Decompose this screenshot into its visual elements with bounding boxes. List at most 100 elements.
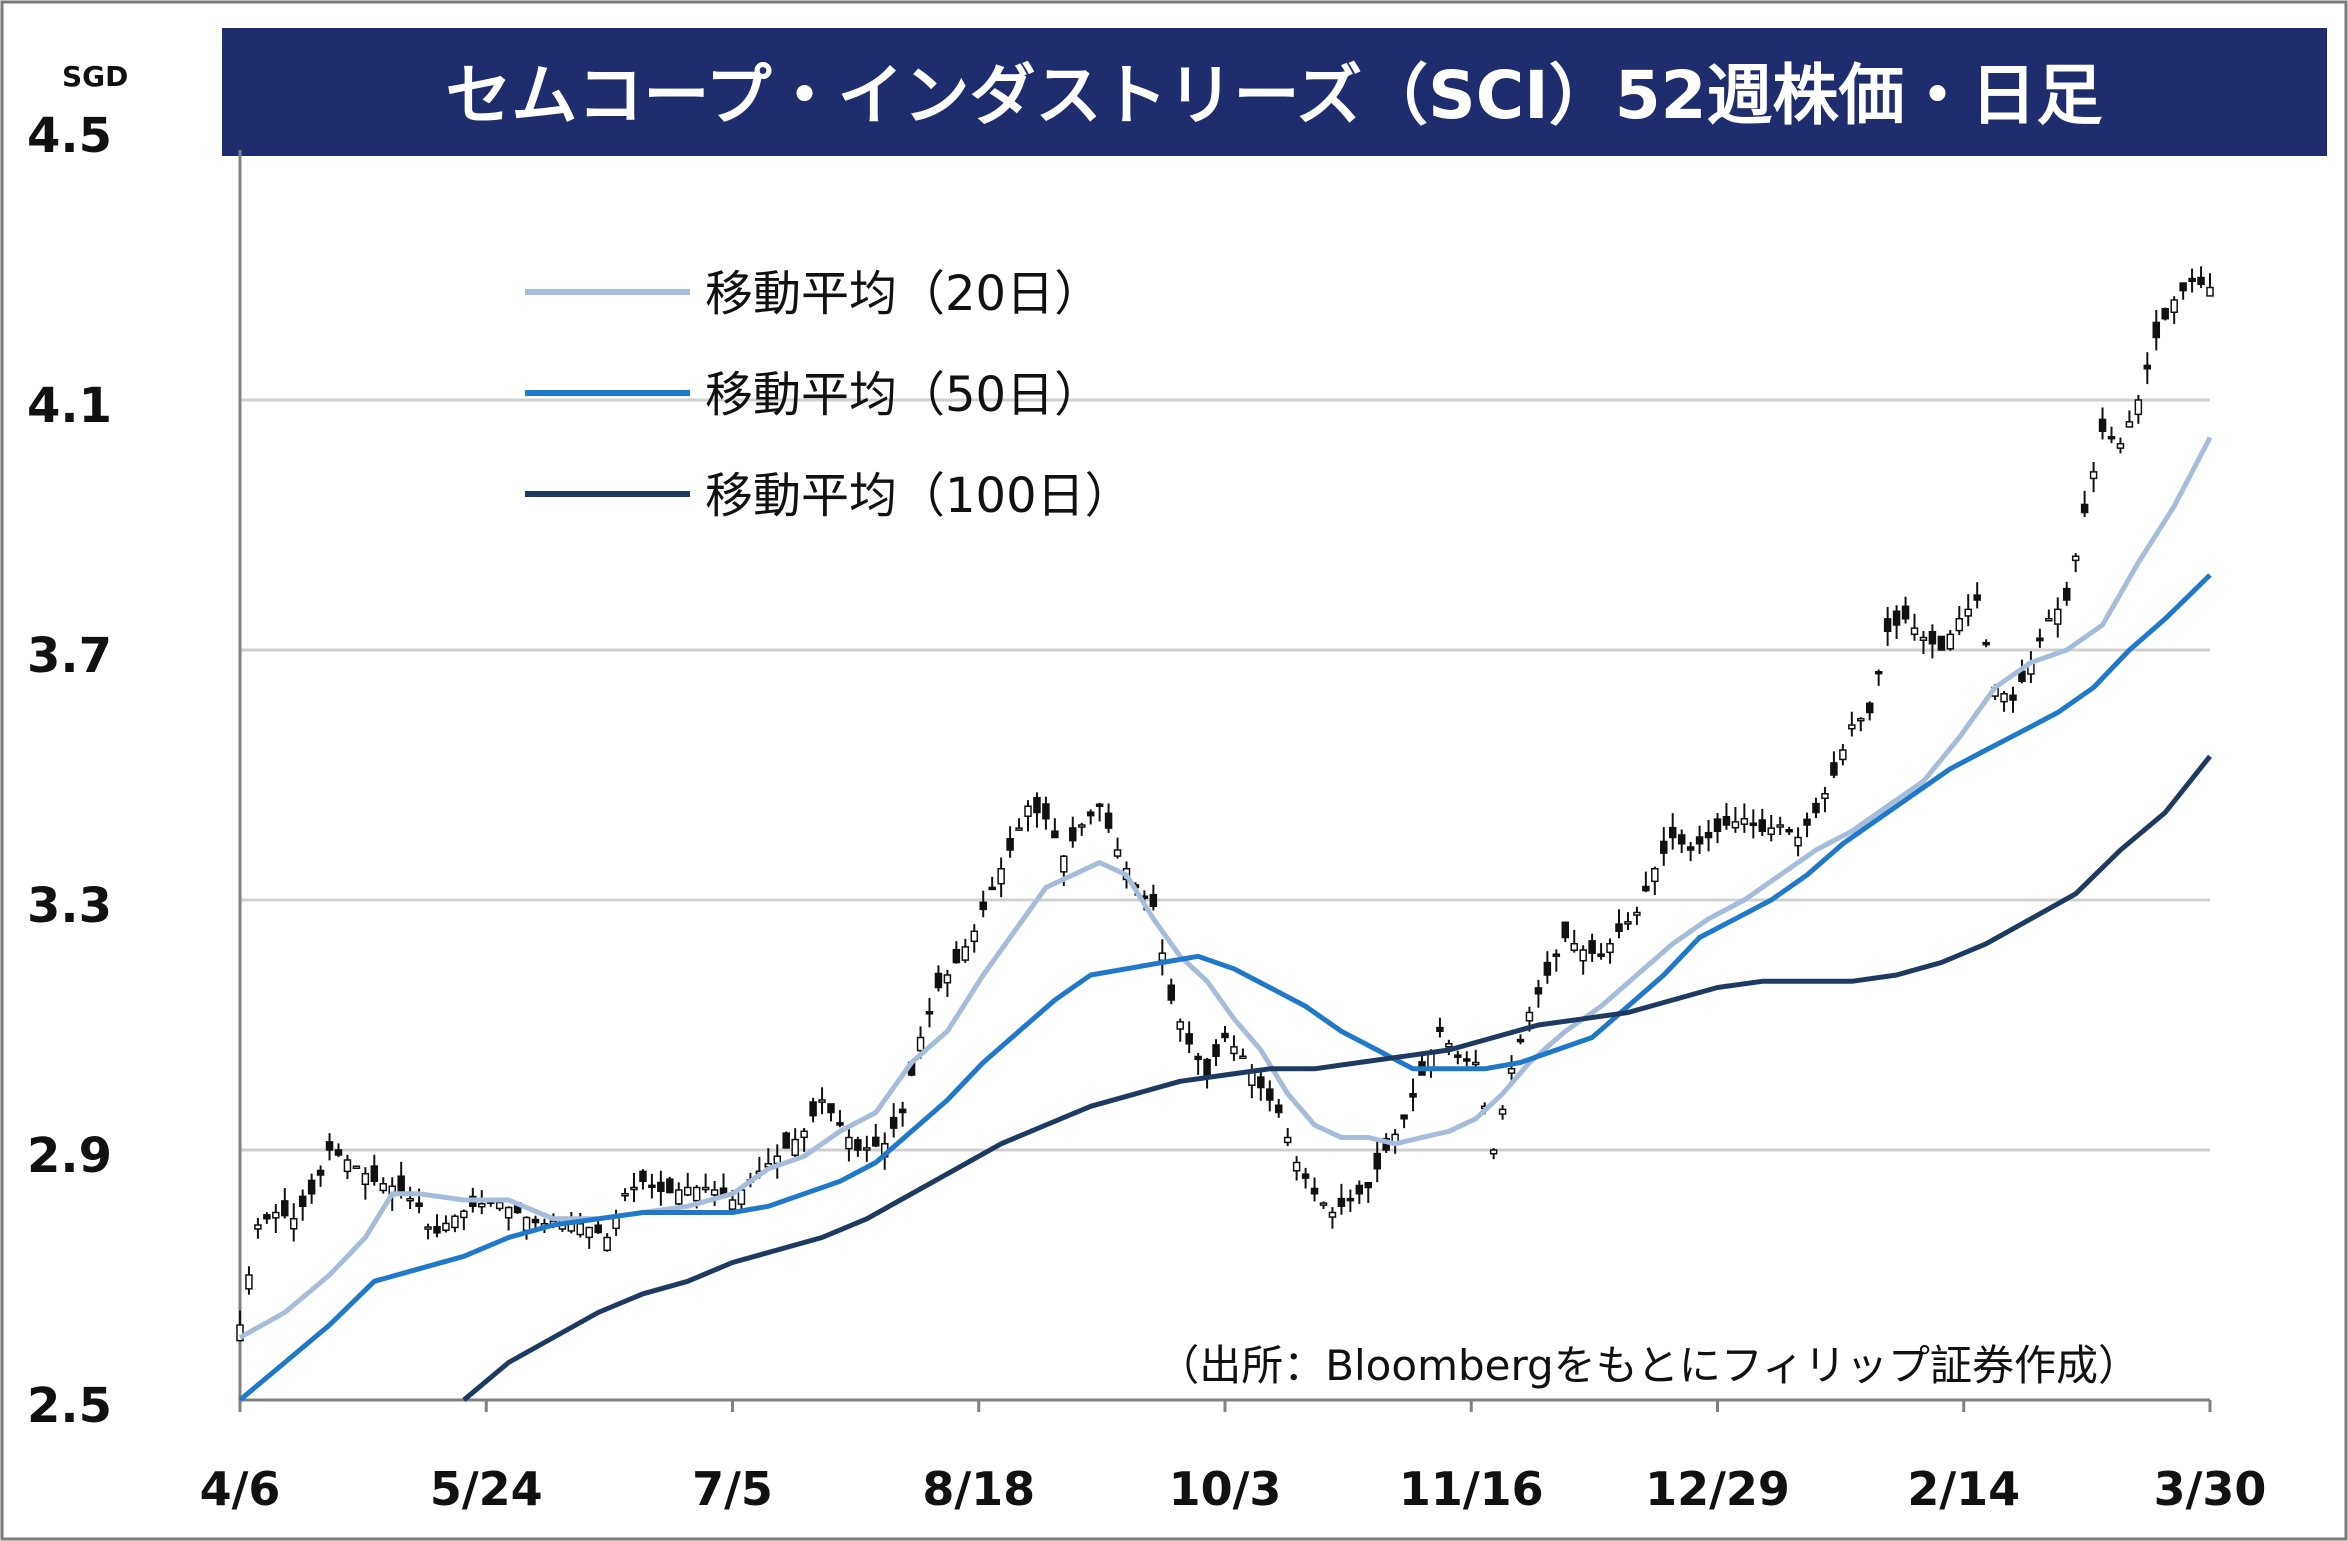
candle-body [2107, 435, 2116, 440]
candle-body [495, 1201, 504, 1210]
candle-body [1821, 793, 1829, 800]
candle-body [1633, 911, 1641, 916]
candle-body [2054, 608, 2062, 625]
candle-body [1865, 702, 1874, 714]
candle-body [1239, 1055, 1247, 1059]
candle-body [245, 1274, 253, 1290]
candle-body [1400, 1114, 1408, 1120]
candle-body [1803, 818, 1811, 826]
y-tick-label: 4.5 [27, 108, 112, 164]
candle-body [872, 1136, 880, 1147]
candle-body [1337, 1197, 1346, 1207]
candle-body [961, 946, 970, 961]
candle-body [298, 1195, 307, 1208]
candle-body [281, 1200, 289, 1217]
y-tick-label: 3.7 [27, 628, 112, 684]
candle-body [1874, 670, 1883, 675]
candle-body [710, 1189, 719, 1196]
candle-body [1722, 815, 1731, 826]
candle-body [352, 1165, 361, 1169]
candle-body [1588, 940, 1596, 954]
candle-body [1346, 1197, 1355, 1202]
candle-body [594, 1224, 602, 1234]
candle-body [1839, 749, 1847, 761]
x-tick-label: 7/5 [692, 1462, 773, 1516]
candle-body [1373, 1152, 1381, 1170]
candle-body [1830, 762, 1838, 776]
candle-body [1892, 610, 1901, 626]
candle-body [2080, 503, 2089, 514]
candle-body [657, 1181, 665, 1193]
candle-body [1069, 827, 1077, 842]
candle-body [845, 1136, 853, 1150]
ma-line-1 [238, 573, 2212, 1402]
candle-body [415, 1202, 423, 1208]
candle-body [1158, 952, 1167, 962]
candle-body [1534, 987, 1543, 995]
x-tick-labels: 4/6 5/24 7/5 8/18 10/3 11/16 12/29 2/14 3/30 [200, 1400, 2267, 1516]
x-tick-label: 5/24 [430, 1462, 543, 1516]
candle-body [1042, 803, 1050, 820]
x-tick-label: 11/16 [1399, 1462, 1544, 1516]
candle-body [2134, 399, 2143, 416]
candle-body [1785, 828, 1793, 833]
candle-body [648, 1184, 656, 1189]
candle-body [666, 1178, 674, 1194]
candle-body [1257, 1076, 1265, 1089]
candle-body [1579, 949, 1587, 962]
legend: 移動平均（20日） 移動平均（50日） 移動平均（100日） [525, 266, 1133, 524]
candle-body [2000, 693, 2008, 703]
candle-body [585, 1226, 593, 1239]
source-note: （出所：Bloombergをもとにフィリップ証券作成） [1157, 1341, 2140, 1390]
candle-body [1731, 821, 1740, 829]
candle-body [2089, 471, 2098, 480]
candle-body [406, 1198, 414, 1202]
candle-body [1301, 1173, 1310, 1179]
candle-body [1651, 868, 1659, 883]
candle-body [1274, 1104, 1283, 1114]
candle-body [1194, 1055, 1202, 1061]
candle-body [1185, 1033, 1193, 1045]
candle-body [1713, 818, 1722, 832]
candle-body [1033, 796, 1041, 814]
candle-body [2197, 276, 2205, 286]
candle-body [522, 1216, 531, 1232]
candle-body [1677, 834, 1686, 845]
candle-body [1570, 943, 1578, 951]
candle-body [1516, 1038, 1525, 1043]
title-bar [222, 28, 2327, 156]
candle-body [263, 1214, 271, 1220]
candle-body [1409, 1092, 1417, 1098]
candle-body [1104, 812, 1113, 829]
candle-body [1086, 811, 1095, 817]
candle-body [1507, 1068, 1516, 1074]
candle-body [1149, 893, 1158, 908]
x-tick-label: 3/30 [2154, 1462, 2267, 1516]
candle-body [1857, 718, 1865, 722]
candle-body [934, 972, 943, 989]
candle-body [2036, 637, 2044, 642]
gridlines [240, 398, 2210, 1152]
candle-body [433, 1225, 441, 1234]
candle-body [1203, 1058, 1211, 1076]
candle-body [442, 1222, 450, 1231]
candle-body [2206, 286, 2214, 297]
chart-title: セムコープ・インダストリーズ（SCI）52週株価・日足 [445, 57, 2102, 134]
legend-label-ma100: 移動平均（100日） [705, 468, 1133, 524]
candle-body [424, 1226, 432, 1230]
candle-body [1364, 1182, 1373, 1189]
candle-body [1615, 923, 1623, 932]
candle-body [1454, 1054, 1462, 1058]
candle-body [1525, 1011, 1534, 1022]
candle-body [863, 1147, 871, 1151]
candle-body [1946, 633, 1955, 650]
candle-body [2116, 443, 2125, 449]
candle-body [2062, 587, 2071, 601]
candle-body [2143, 364, 2152, 370]
candle-body [2045, 618, 2053, 622]
candle-body [1436, 1026, 1444, 1032]
candle-body [952, 948, 961, 964]
candle-body [1848, 724, 1856, 730]
x-tick-label: 4/6 [200, 1462, 281, 1516]
candle-body [1883, 618, 1892, 633]
